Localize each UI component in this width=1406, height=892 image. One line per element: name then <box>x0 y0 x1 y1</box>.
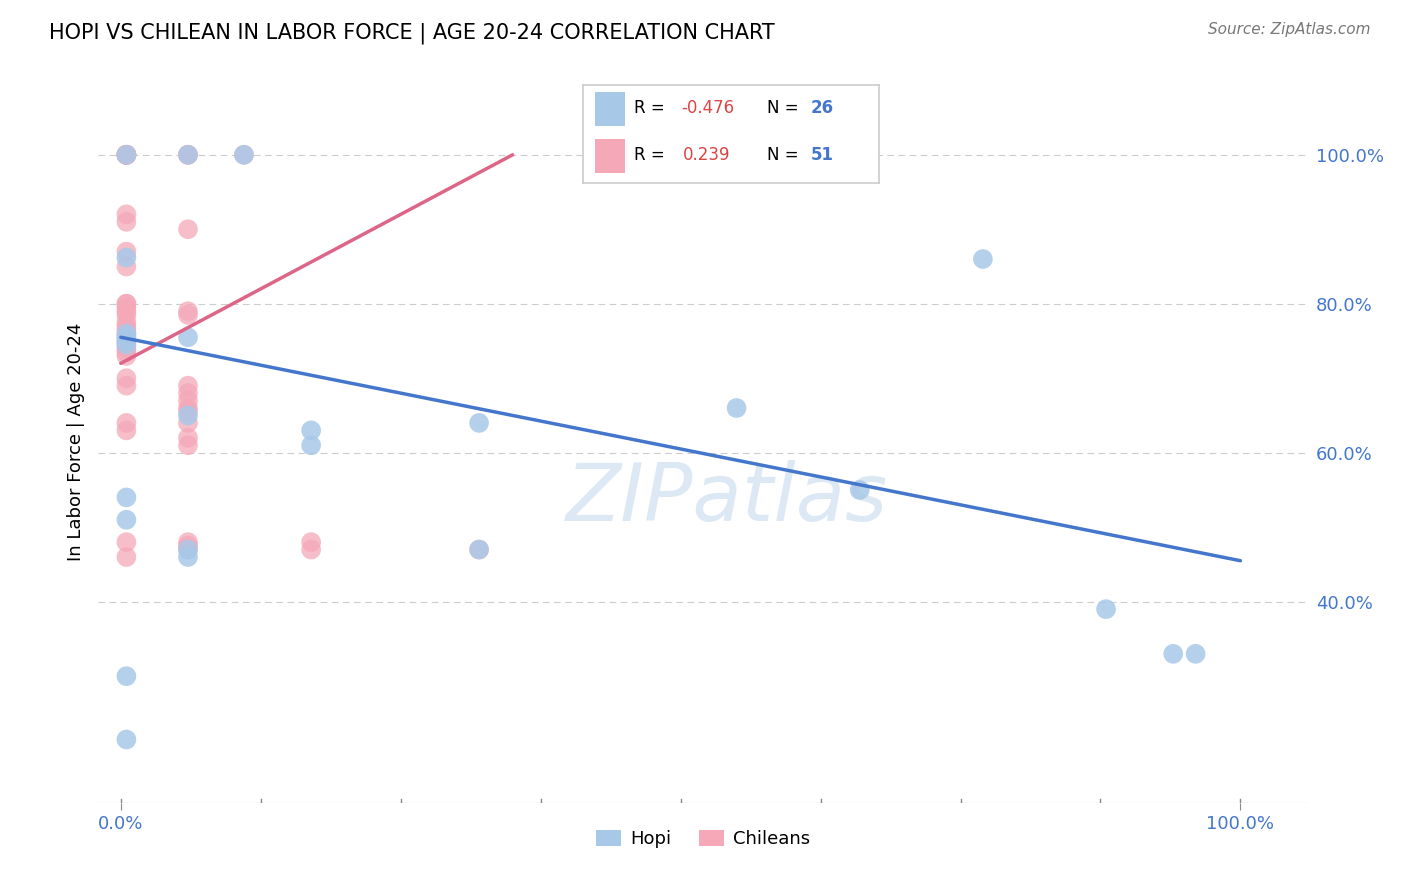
Point <box>115 337 138 351</box>
Text: HOPI VS CHILEAN IN LABOR FORCE | AGE 20-24 CORRELATION CHART: HOPI VS CHILEAN IN LABOR FORCE | AGE 20-… <box>49 22 775 44</box>
Point <box>177 222 200 236</box>
Point <box>177 405 200 419</box>
Point <box>848 483 870 497</box>
Point <box>115 491 138 505</box>
Point <box>115 148 138 162</box>
Point <box>115 326 138 341</box>
Point <box>299 542 322 557</box>
Point <box>115 345 138 359</box>
Point <box>468 416 491 430</box>
Point <box>299 423 322 437</box>
Point <box>115 215 138 229</box>
Point <box>115 297 138 311</box>
Point <box>177 438 200 452</box>
Point <box>115 148 138 162</box>
Point <box>177 308 200 322</box>
Point <box>115 207 138 221</box>
Point <box>115 330 138 344</box>
Point <box>115 371 138 385</box>
Point <box>115 260 138 274</box>
Point <box>1184 647 1206 661</box>
Point <box>115 244 138 259</box>
Point <box>177 542 200 557</box>
Point <box>115 148 138 162</box>
Y-axis label: In Labor Force | Age 20-24: In Labor Force | Age 20-24 <box>66 322 84 561</box>
Point <box>299 438 322 452</box>
Point <box>177 549 200 564</box>
Point <box>177 378 200 392</box>
Point <box>115 319 138 334</box>
Text: R =: R = <box>634 99 669 117</box>
Point <box>177 416 200 430</box>
Point <box>177 148 200 162</box>
Point <box>177 386 200 401</box>
Point <box>177 148 200 162</box>
Text: N =: N = <box>766 99 803 117</box>
Point <box>177 535 200 549</box>
Point <box>177 539 200 553</box>
Text: Source: ZipAtlas.com: Source: ZipAtlas.com <box>1208 22 1371 37</box>
Point <box>972 252 994 266</box>
Text: 26: 26 <box>811 99 834 117</box>
Point <box>299 535 322 549</box>
Point <box>177 304 200 318</box>
Point <box>115 251 138 265</box>
Point <box>115 148 138 162</box>
Point <box>115 297 138 311</box>
Bar <box>595 139 624 173</box>
Point <box>115 301 138 315</box>
Point <box>177 542 200 557</box>
Point <box>115 308 138 322</box>
Point <box>115 334 138 348</box>
Point <box>177 148 200 162</box>
Point <box>115 535 138 549</box>
Point <box>725 401 748 415</box>
Legend: Hopi, Chileans: Hopi, Chileans <box>589 822 817 855</box>
Text: 0.239: 0.239 <box>682 146 730 164</box>
Point <box>1161 647 1184 661</box>
Point <box>233 148 256 162</box>
Point <box>115 148 138 162</box>
Text: 51: 51 <box>811 146 834 164</box>
Point <box>115 349 138 363</box>
Point <box>177 431 200 445</box>
Point <box>115 148 138 162</box>
Point <box>177 330 200 344</box>
Point <box>115 323 138 337</box>
Point <box>115 315 138 329</box>
Point <box>115 330 138 344</box>
Point <box>115 148 138 162</box>
Point <box>115 337 138 351</box>
Point <box>115 342 138 356</box>
Point <box>115 416 138 430</box>
Point <box>115 326 138 341</box>
Point <box>115 513 138 527</box>
Text: R =: R = <box>634 146 675 164</box>
Text: -0.476: -0.476 <box>681 99 734 117</box>
Bar <box>595 92 624 126</box>
Point <box>1095 602 1118 616</box>
Point <box>468 542 491 557</box>
Point <box>115 304 138 318</box>
Text: N =: N = <box>766 146 803 164</box>
Point <box>115 669 138 683</box>
Point <box>115 378 138 392</box>
Point <box>115 549 138 564</box>
Point <box>115 732 138 747</box>
Point <box>233 148 256 162</box>
Text: ZIPatlas: ZIPatlas <box>567 460 889 539</box>
Point <box>468 542 491 557</box>
Point <box>115 334 138 348</box>
Point <box>115 423 138 437</box>
Point <box>177 409 200 423</box>
Point <box>177 393 200 408</box>
Point <box>177 401 200 415</box>
